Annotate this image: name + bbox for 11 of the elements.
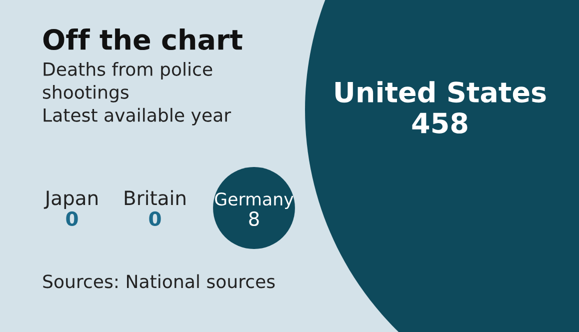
category-label: United States (335, 81, 546, 103)
category-label: Japan (44, 190, 98, 209)
text: Off the chart (43, 28, 242, 50)
text: Deaths from police shootings Latest available year (42, 62, 232, 126)
data-label: 0 (66, 211, 78, 226)
data-label: 8 (249, 211, 259, 226)
data-label: 458 (412, 112, 468, 134)
data-label: 0 (149, 211, 161, 226)
category-label: Germany (215, 192, 294, 209)
category-label: Britain (124, 190, 186, 206)
source-note: Sources: National sources (43, 274, 275, 288)
